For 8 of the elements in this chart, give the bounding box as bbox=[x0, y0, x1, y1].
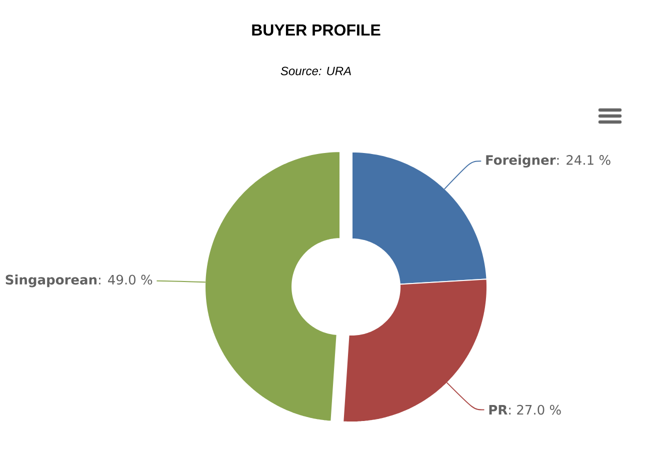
data-label: : 49.0 % bbox=[99, 274, 152, 285]
slice-label: PR bbox=[489, 405, 508, 415]
data-label: : 24.1 % bbox=[557, 155, 610, 165]
source-note: Source: URA bbox=[280, 66, 351, 76]
data-label: : 27.0 % bbox=[509, 404, 561, 415]
chart-title: BUYER PROFILE bbox=[252, 24, 380, 36]
slice-label: Singaporean bbox=[6, 274, 97, 288]
slice-label: Foreigner bbox=[486, 154, 556, 168]
